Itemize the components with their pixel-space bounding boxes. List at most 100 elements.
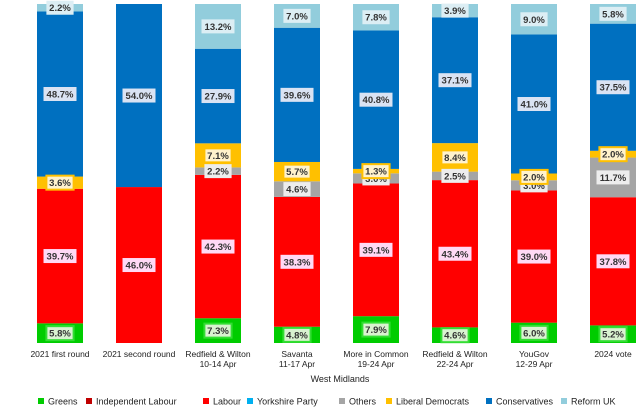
svg-text:39.7%: 39.7% — [47, 252, 74, 263]
legend-label-liberal-democrats: Liberal Democrats — [396, 397, 470, 407]
svg-text:37.1%: 37.1% — [442, 76, 469, 87]
data-label-liberal-democrats-8: 2.0% — [598, 146, 628, 163]
svg-text:5.2%: 5.2% — [602, 330, 624, 341]
legend-swatch-liberal-democrats — [386, 398, 392, 404]
data-label-reform-uk-6: 3.9% — [441, 3, 469, 18]
data-label-conservatives-6: 37.1% — [438, 73, 472, 88]
svg-text:46.0%: 46.0% — [126, 261, 153, 272]
svg-text:5.7%: 5.7% — [286, 167, 308, 178]
svg-text:3.0%: 3.0% — [523, 181, 545, 192]
data-label-liberal-democrats-7: 2.0% — [519, 168, 549, 185]
data-label-reform-uk-4: 7.0% — [283, 8, 311, 23]
x-tick-label-7: YouGov 12-29 Apr — [516, 349, 553, 369]
svg-text:2.2%: 2.2% — [49, 3, 71, 14]
svg-text:2.0%: 2.0% — [523, 172, 545, 183]
data-label-liberal-democrats-6: 8.4% — [440, 149, 470, 166]
x-tick-label-8: 2024 vote — [594, 349, 632, 359]
svg-text:37.5%: 37.5% — [600, 83, 627, 94]
legend-label-greens: Greens — [48, 397, 78, 407]
svg-text:2.0%: 2.0% — [602, 150, 624, 161]
svg-text:7.0%: 7.0% — [286, 11, 308, 22]
data-label-labour-1: 39.7% — [43, 249, 77, 264]
x-tick-label-6: Redfield & Wilton 22-24 Apr — [422, 349, 487, 369]
data-label-conservatives-7: 41.0% — [517, 97, 551, 112]
svg-text:8.4%: 8.4% — [444, 153, 466, 164]
data-label-liberal-democrats-3: 7.1% — [203, 147, 233, 164]
data-label-greens-5: 7.9% — [361, 321, 391, 338]
data-label-greens-6: 4.6% — [440, 327, 470, 344]
data-label-reform-uk-8: 5.8% — [599, 6, 627, 21]
svg-text:41.0%: 41.0% — [521, 100, 548, 111]
legend-item-reform-uk: Reform UK — [561, 397, 616, 407]
legend-item-liberal-democrats: Liberal Democrats — [386, 397, 470, 407]
svg-text:42.3%: 42.3% — [205, 242, 232, 253]
data-label-others-4: 4.6% — [283, 182, 311, 197]
data-label-labour-4: 38.3% — [280, 254, 314, 269]
svg-text:5.8%: 5.8% — [602, 9, 624, 20]
legend-item-yorkshire-party: Yorkshire Party — [247, 397, 318, 407]
data-label-labour-3: 42.3% — [201, 239, 235, 254]
data-label-conservatives-4: 39.6% — [280, 87, 314, 102]
svg-text:2.5%: 2.5% — [444, 171, 466, 182]
svg-text:37.8%: 37.8% — [600, 257, 627, 268]
data-label-liberal-democrats-4: 5.7% — [282, 163, 312, 180]
svg-text:9.0%: 9.0% — [523, 15, 545, 26]
data-label-others-6: 2.5% — [441, 168, 469, 183]
legend-item-conservatives: Conservatives — [486, 397, 554, 407]
svg-text:3.9%: 3.9% — [444, 6, 466, 17]
svg-text:39.6%: 39.6% — [284, 90, 311, 101]
x-tick-label-3: Redfield & Wilton 10-14 Apr — [185, 349, 250, 369]
data-labels-layer: 5.8% 39.7% 3.6% 48.7% 2.2% 46.0% 54.0% 7.3% 42.3… — [43, 0, 630, 344]
legend-item-labour: Labour — [203, 397, 241, 407]
svg-text:39.0%: 39.0% — [521, 252, 548, 263]
x-tick-labels: 2021 first round 2021 second round Redfiel… — [30, 349, 631, 369]
legend-swatch-others — [339, 398, 345, 404]
data-label-greens-8: 5.2% — [598, 326, 628, 343]
svg-text:27.9%: 27.9% — [205, 92, 232, 103]
data-label-conservatives-3: 27.9% — [201, 89, 235, 104]
data-label-conservatives-2: 54.0% — [122, 88, 156, 103]
x-axis-title: West Midlands — [311, 374, 370, 384]
svg-text:2.2%: 2.2% — [207, 167, 229, 178]
svg-text:11.7%: 11.7% — [600, 173, 627, 184]
svg-text:7.9%: 7.9% — [365, 325, 387, 336]
data-label-labour-2: 46.0% — [122, 258, 156, 273]
x-tick-label-4: Savanta 11-17 Apr — [279, 349, 315, 369]
legend-swatch-labour — [203, 398, 209, 404]
data-label-conservatives-1: 48.7% — [43, 87, 77, 102]
svg-text:6.0%: 6.0% — [523, 328, 545, 339]
legend-label-independent-labour: Independent Labour — [96, 397, 177, 407]
data-label-others-3: 2.2% — [204, 164, 232, 179]
legend-item-independent-labour: Independent Labour — [86, 397, 177, 407]
data-label-labour-8: 37.8% — [596, 254, 630, 269]
svg-text:7.8%: 7.8% — [365, 13, 387, 24]
svg-text:4.8%: 4.8% — [286, 330, 308, 341]
svg-text:40.8%: 40.8% — [363, 95, 390, 106]
data-label-reform-uk-1: 2.2% — [46, 0, 74, 15]
svg-text:48.7%: 48.7% — [47, 90, 74, 101]
svg-text:3.6%: 3.6% — [49, 178, 71, 189]
legend-label-labour: Labour — [213, 397, 241, 407]
legend-label-yorkshire-party: Yorkshire Party — [257, 397, 318, 407]
legend: Greens Independent Labour Labour Yorkshire … — [38, 397, 616, 407]
svg-text:7.3%: 7.3% — [207, 326, 229, 337]
x-tick-label-5: More in Common 19-24 Apr — [343, 349, 408, 369]
data-label-greens-7: 6.0% — [519, 324, 549, 341]
data-label-greens-1: 5.8% — [45, 325, 75, 342]
data-label-liberal-democrats-1: 3.6% — [45, 174, 75, 191]
svg-text:5.8%: 5.8% — [49, 329, 71, 340]
data-label-conservatives-5: 40.8% — [359, 92, 393, 107]
svg-text:39.1%: 39.1% — [363, 245, 390, 256]
x-tick-label-1: 2021 first round — [30, 349, 89, 359]
svg-text:38.3%: 38.3% — [284, 257, 311, 268]
legend-label-others: Others — [349, 397, 377, 407]
data-label-labour-7: 39.0% — [517, 249, 551, 264]
svg-text:7.1%: 7.1% — [207, 151, 229, 162]
svg-text:1.3%: 1.3% — [365, 167, 387, 178]
data-label-reform-uk-5: 7.8% — [362, 10, 390, 25]
legend-label-reform-uk: Reform UK — [571, 397, 616, 407]
svg-text:54.0%: 54.0% — [126, 91, 153, 102]
legend-swatch-independent-labour — [86, 398, 92, 404]
svg-text:4.6%: 4.6% — [286, 185, 308, 196]
